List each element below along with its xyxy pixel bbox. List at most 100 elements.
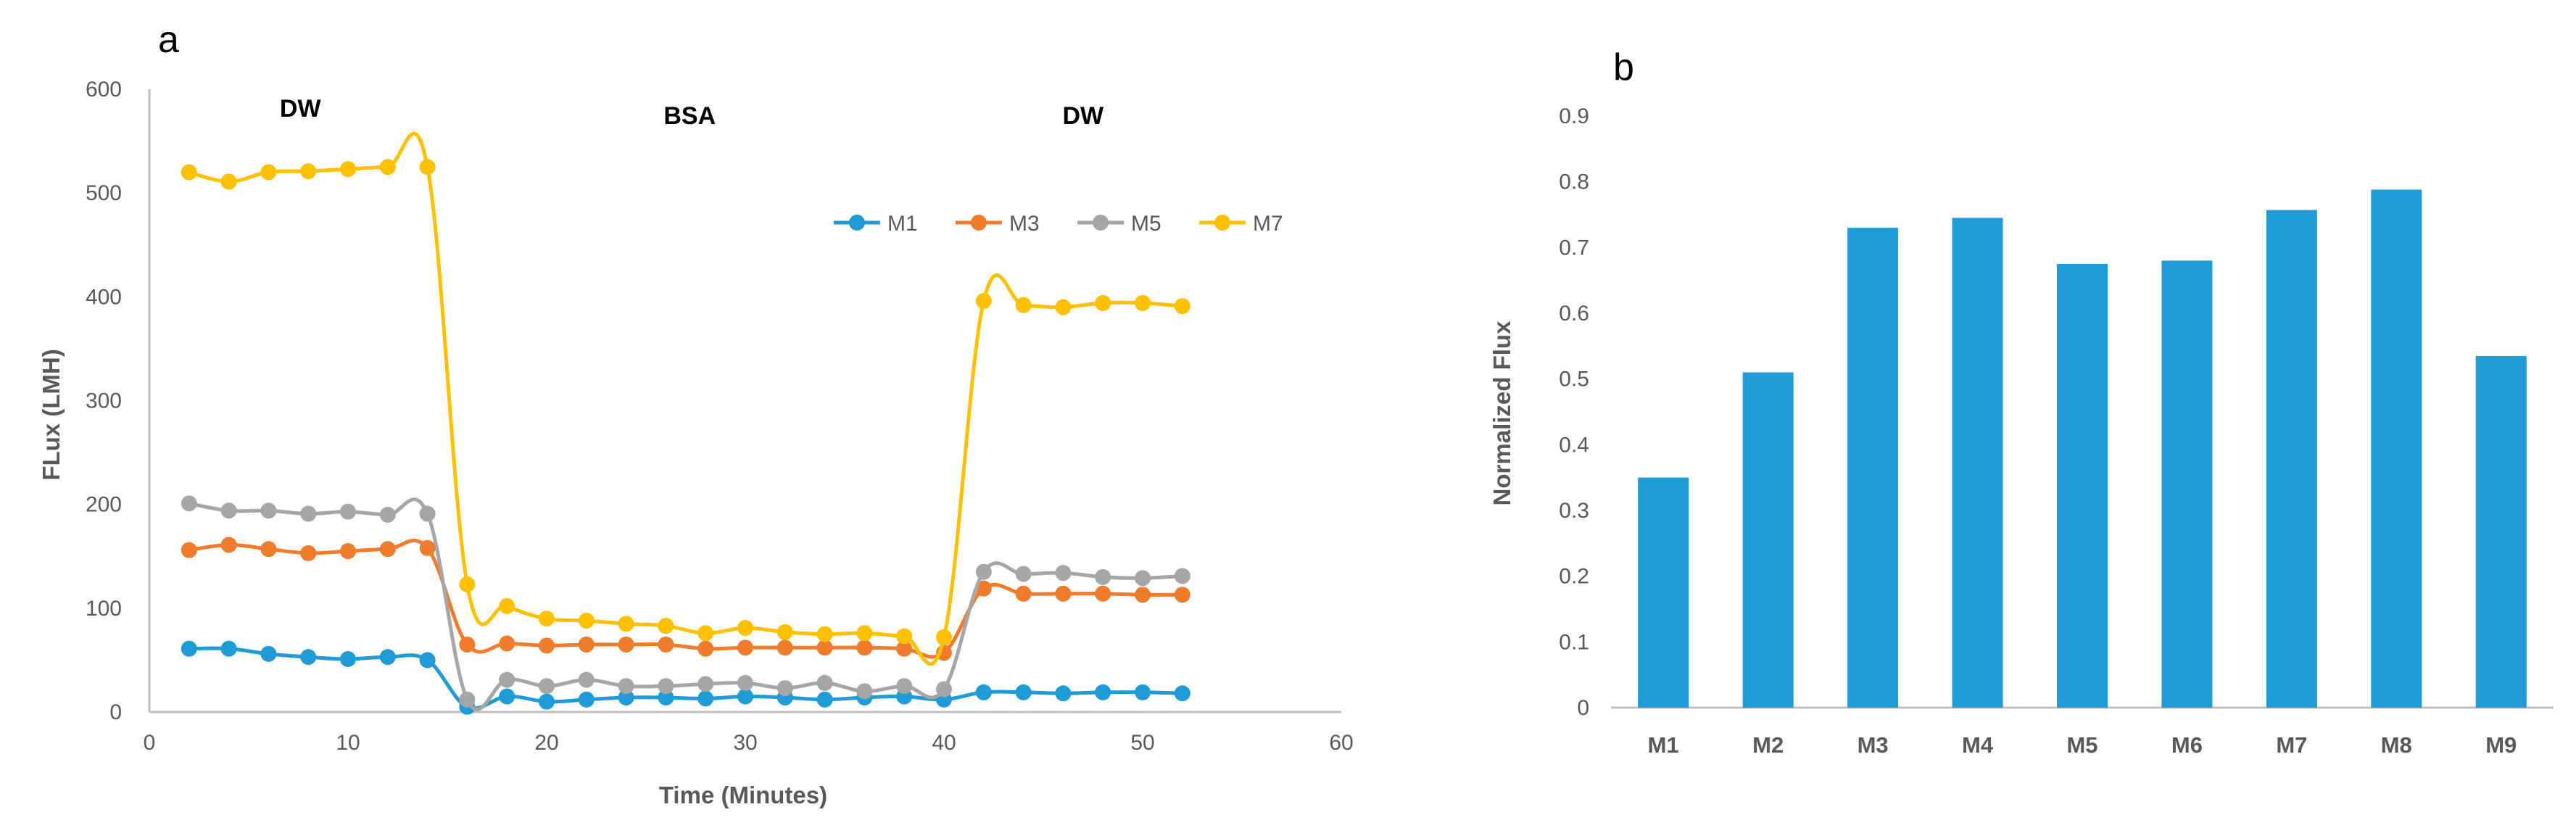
data-point-m5 (1015, 566, 1032, 582)
data-point-m1 (1095, 684, 1111, 700)
data-point-m3 (181, 542, 197, 558)
series-m5 (181, 495, 1190, 711)
data-point-m7 (618, 616, 634, 632)
data-point-m1 (260, 645, 277, 662)
data-point-m3 (300, 545, 317, 561)
data-point-m7 (181, 164, 197, 181)
y-tick-label: 0.3 (1559, 499, 1589, 523)
data-point-m7 (776, 624, 793, 640)
data-point-m5 (300, 505, 317, 522)
data-point-m5 (459, 691, 476, 708)
y-tick-label: 0.4 (1559, 433, 1589, 457)
x-tick-label: 10 (336, 731, 360, 755)
legend: M1 M3 M5 M7 (834, 212, 1283, 236)
data-point-m5 (975, 563, 992, 580)
data-point-m1 (1015, 684, 1032, 700)
data-point-m7 (896, 628, 913, 645)
data-point-m1 (975, 684, 992, 700)
data-point-m7 (1095, 294, 1111, 311)
phase-label: DW (280, 95, 322, 123)
legend-label: M5 (1131, 212, 1161, 236)
data-point-m5 (816, 674, 833, 691)
data-point-m3 (379, 541, 396, 558)
data-point-m7 (737, 620, 753, 637)
data-point-m5 (539, 678, 555, 695)
y-tick-label: 400 (86, 285, 122, 309)
data-point-m7 (539, 611, 555, 627)
category-label: M1 (1648, 732, 1679, 758)
data-point-m7 (697, 625, 714, 642)
data-point-m5 (419, 505, 436, 522)
data-point-m1 (1174, 685, 1190, 702)
legend-marker-m5 (1093, 215, 1109, 231)
data-point-m1 (181, 640, 197, 657)
category-label: M4 (1962, 732, 1994, 758)
data-point-m1 (658, 689, 674, 705)
data-point-m5 (220, 502, 237, 519)
data-point-m1 (737, 688, 753, 705)
series-m3 (181, 537, 1190, 661)
legend-label: M7 (1253, 212, 1283, 236)
data-point-m5 (260, 502, 277, 519)
data-point-m5 (856, 683, 873, 700)
data-point-m1 (220, 640, 237, 657)
data-point-m5 (1135, 570, 1151, 587)
y-tick-label: 0.5 (1559, 368, 1589, 392)
data-point-m7 (816, 626, 833, 642)
y-tick-label: 100 (86, 597, 122, 621)
data-point-m3 (896, 640, 913, 657)
panel-label-b: b (1613, 46, 1634, 88)
data-point-m5 (1055, 565, 1072, 582)
bar-m1 (1638, 477, 1689, 708)
data-point-m5 (578, 671, 595, 688)
data-point-m3 (419, 539, 436, 556)
category-label: M7 (2276, 732, 2307, 758)
y-tick-label: 0.7 (1559, 236, 1589, 260)
data-point-m3 (459, 636, 476, 653)
bar-m9 (2475, 355, 2527, 708)
series-m1 (181, 640, 1190, 715)
y-tick-label: 0.2 (1559, 565, 1589, 589)
data-point-m5 (340, 503, 356, 520)
data-point-m7 (300, 163, 317, 180)
data-point-m7 (379, 159, 396, 175)
data-point-m7 (1174, 298, 1190, 315)
data-point-m7 (1055, 299, 1072, 315)
bar-m8 (2371, 189, 2422, 708)
y-tick-label: 300 (86, 389, 122, 413)
legend-label: M1 (887, 212, 918, 236)
bar-m7 (2266, 210, 2317, 708)
x-axis-title: Time (Minutes) (659, 782, 827, 808)
data-point-m3 (220, 537, 237, 553)
data-point-m1 (379, 649, 396, 666)
line-chart-panel-a: a 0 100 200 300 400 500 600 0 10 20 30 40 50 60 DW BS… (38, 19, 1354, 808)
y-axis-title: FLux (LMH) (38, 349, 65, 480)
data-point-m3 (618, 636, 634, 653)
data-point-m3 (975, 580, 992, 597)
data-point-m3 (737, 640, 753, 656)
y-tick-label: 0.9 (1559, 104, 1589, 128)
data-point-m5 (737, 674, 753, 691)
data-point-m7 (1135, 294, 1151, 311)
data-point-m1 (1055, 685, 1072, 702)
data-point-m5 (1095, 568, 1111, 585)
data-point-m5 (181, 495, 197, 512)
category-label: M2 (1752, 732, 1784, 758)
series-line-m5 (189, 497, 1183, 711)
data-point-m3 (260, 541, 277, 558)
data-point-m1 (499, 688, 515, 705)
data-point-m7 (419, 159, 436, 175)
legend-marker-m3 (971, 215, 987, 231)
bar-m6 (2161, 260, 2213, 708)
data-point-m1 (578, 691, 595, 708)
data-point-m3 (578, 636, 595, 653)
data-point-m5 (1174, 568, 1190, 584)
x-tick-label: 60 (1329, 731, 1353, 755)
x-tick-label: 50 (1130, 731, 1154, 755)
data-point-m3 (1135, 587, 1151, 603)
y-axis-title: Normalized Flux (1488, 320, 1515, 506)
y-tick-label: 0 (1577, 696, 1589, 720)
data-point-m1 (618, 689, 634, 705)
bar-m2 (1742, 372, 1794, 708)
